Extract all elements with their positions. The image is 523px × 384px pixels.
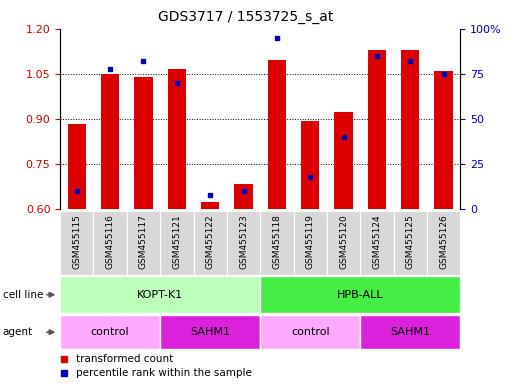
Bar (201, 202, 219, 209)
Text: SAHM1: SAHM1 (390, 327, 430, 337)
Bar (234, 184, 253, 209)
Text: GSM455116: GSM455116 (106, 214, 115, 269)
Text: cell line: cell line (3, 290, 43, 300)
FancyBboxPatch shape (394, 211, 427, 275)
Text: GSM455115: GSM455115 (72, 214, 81, 269)
Text: SAHM1: SAHM1 (190, 327, 230, 337)
Text: transformed count: transformed count (76, 354, 174, 364)
FancyBboxPatch shape (127, 211, 160, 275)
Text: control: control (291, 327, 329, 337)
Bar (101, 74, 119, 209)
FancyBboxPatch shape (60, 315, 160, 349)
Bar (368, 50, 386, 209)
FancyBboxPatch shape (60, 276, 260, 313)
Bar (67, 124, 86, 209)
Bar (268, 60, 286, 209)
Text: KOPT-K1: KOPT-K1 (137, 290, 183, 300)
Text: GSM455123: GSM455123 (239, 214, 248, 269)
FancyBboxPatch shape (360, 211, 394, 275)
FancyBboxPatch shape (293, 211, 327, 275)
FancyBboxPatch shape (360, 315, 460, 349)
FancyBboxPatch shape (260, 315, 360, 349)
Text: agent: agent (3, 327, 33, 337)
Text: GSM455117: GSM455117 (139, 214, 148, 269)
Text: GSM455118: GSM455118 (272, 214, 281, 269)
Text: GSM455126: GSM455126 (439, 214, 448, 269)
FancyBboxPatch shape (260, 211, 293, 275)
Text: GSM455121: GSM455121 (173, 214, 181, 269)
Bar (334, 111, 353, 209)
Text: HPB-ALL: HPB-ALL (337, 290, 383, 300)
FancyBboxPatch shape (60, 211, 94, 275)
Text: GSM455120: GSM455120 (339, 214, 348, 269)
Bar (435, 71, 453, 209)
FancyBboxPatch shape (94, 211, 127, 275)
Text: GSM455125: GSM455125 (406, 214, 415, 269)
Bar (134, 77, 153, 209)
FancyBboxPatch shape (160, 211, 194, 275)
FancyBboxPatch shape (160, 315, 260, 349)
Text: GDS3717 / 1553725_s_at: GDS3717 / 1553725_s_at (158, 10, 334, 23)
Bar (168, 70, 186, 209)
Text: GSM455119: GSM455119 (306, 214, 315, 269)
Bar (401, 50, 419, 209)
Text: percentile rank within the sample: percentile rank within the sample (76, 368, 252, 378)
Text: control: control (91, 327, 130, 337)
Bar (301, 121, 320, 209)
FancyBboxPatch shape (260, 276, 460, 313)
FancyBboxPatch shape (427, 211, 460, 275)
FancyBboxPatch shape (327, 211, 360, 275)
Text: GSM455122: GSM455122 (206, 214, 214, 269)
Text: GSM455124: GSM455124 (372, 214, 381, 269)
FancyBboxPatch shape (194, 211, 227, 275)
FancyBboxPatch shape (227, 211, 260, 275)
